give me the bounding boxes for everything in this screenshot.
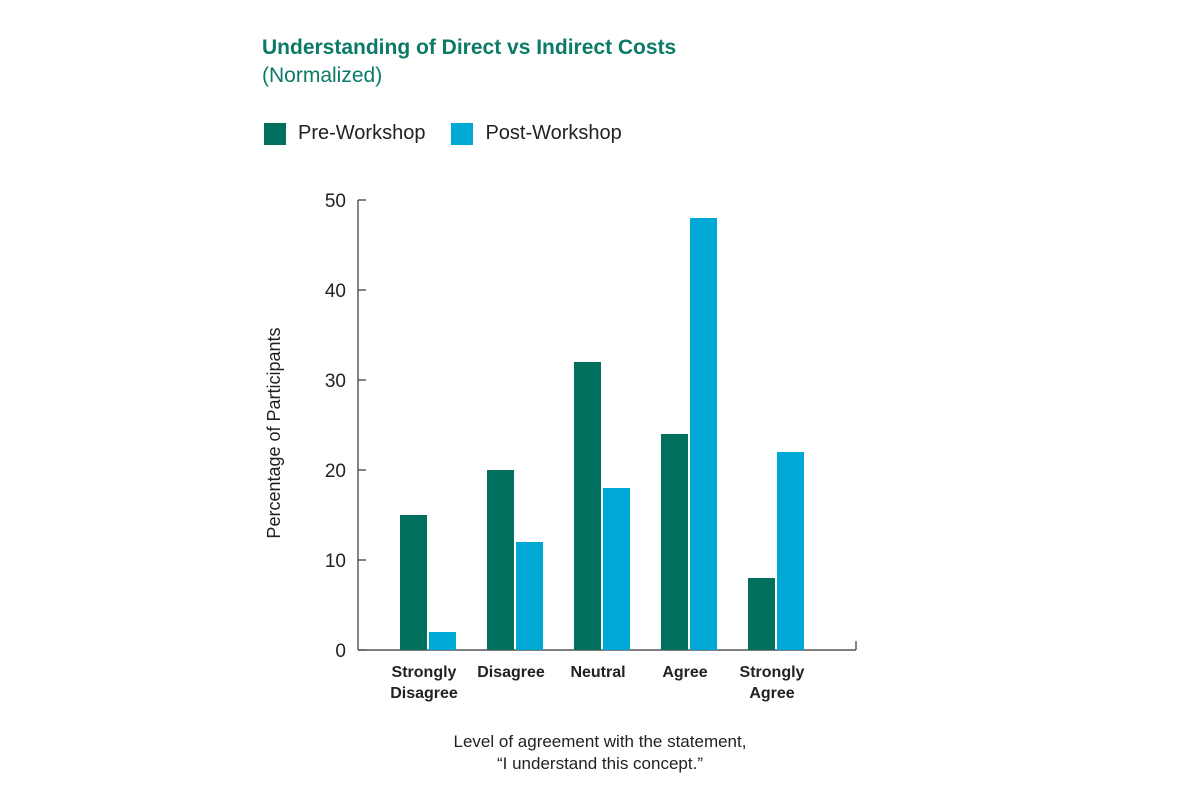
bar-pre bbox=[574, 362, 601, 650]
legend-swatch-pre bbox=[264, 122, 286, 145]
chart-subtitle: (Normalized) bbox=[262, 64, 383, 87]
x-tick-label: Strongly bbox=[392, 664, 457, 681]
legend-label-pre: Pre-Workshop bbox=[298, 122, 426, 144]
bar-pre bbox=[487, 470, 514, 650]
x-tick-label: Disagree bbox=[390, 685, 458, 702]
x-axis-caption: Level of agreement with the statement, “… bbox=[380, 731, 820, 775]
bar-pre bbox=[400, 515, 427, 650]
y-tick-label: 20 bbox=[325, 461, 346, 482]
bar-post bbox=[690, 218, 717, 650]
legend: Pre-Workshop Post-Workshop bbox=[264, 122, 648, 145]
bar-post bbox=[777, 452, 804, 650]
legend-item-post: Post-Workshop bbox=[451, 122, 622, 145]
y-tick-label: 40 bbox=[325, 281, 346, 302]
legend-swatch-post bbox=[451, 122, 474, 145]
legend-item-pre: Pre-Workshop bbox=[264, 122, 425, 145]
x-axis-caption-line2: “I understand this concept.” bbox=[496, 754, 703, 773]
x-tick-label: Agree bbox=[662, 664, 707, 681]
x-tick-label: Strongly bbox=[740, 664, 805, 681]
y-axis-label: Percentage of Participants bbox=[264, 327, 284, 538]
bar-post bbox=[603, 488, 630, 650]
y-tick-label: 30 bbox=[325, 371, 346, 392]
bar-pre bbox=[661, 434, 688, 650]
y-tick-label: 50 bbox=[325, 191, 346, 212]
x-tick-label: Neutral bbox=[570, 664, 625, 681]
x-tick-label: Agree bbox=[749, 685, 794, 702]
chart-title: Understanding of Direct vs Indirect Cost… bbox=[262, 36, 677, 59]
bar-pre bbox=[748, 578, 775, 650]
y-tick-label: 0 bbox=[335, 641, 346, 662]
bar-post bbox=[516, 542, 543, 650]
x-axis-caption-line1: Level of agreement with the statement, bbox=[453, 732, 747, 751]
x-tick-label: Disagree bbox=[477, 664, 545, 681]
bar-post bbox=[429, 632, 456, 650]
legend-label-post: Post-Workshop bbox=[485, 122, 622, 144]
y-tick-label: 10 bbox=[325, 551, 346, 572]
